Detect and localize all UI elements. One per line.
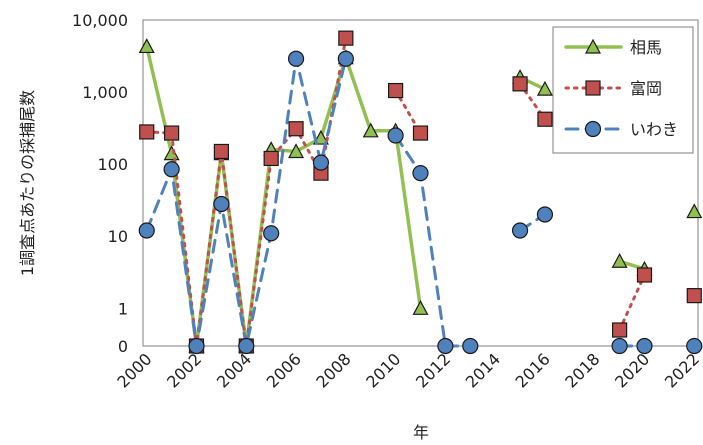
data-point [462, 337, 479, 355]
data-point [511, 222, 529, 239]
series-line [394, 134, 472, 348]
series-line [145, 57, 348, 348]
x-tick-label: 2012 [412, 349, 454, 391]
data-point [387, 127, 404, 144]
x-tick-label: 2016 [512, 349, 554, 391]
data-point [138, 222, 155, 239]
data-point [611, 337, 628, 355]
y-tick-label: 10,000 [72, 11, 128, 30]
x-tick-label: 2020 [611, 349, 653, 391]
x-axis-ticks: 2000 2002 2004 2006 2008 2010 2012 2014 2016 2018… [113, 349, 703, 391]
data-point [213, 195, 230, 213]
y-tick-label: 1 [118, 299, 128, 318]
x-tick-label: 2004 [213, 349, 255, 391]
data-point [512, 76, 528, 92]
data-point [163, 145, 180, 161]
data-point [263, 150, 279, 167]
data-point [263, 225, 280, 242]
plot-area [142, 19, 699, 347]
x-tick-label: 2002 [163, 349, 205, 391]
data-point [686, 203, 703, 219]
data-point [412, 125, 429, 141]
x-tick-label: 2022 [661, 349, 703, 391]
x-tick-label: 2018 [561, 349, 603, 391]
data-point [213, 143, 229, 160]
x-axis-title: 年 [413, 423, 429, 442]
series-line [618, 273, 646, 332]
data-point [288, 121, 304, 137]
data-point [188, 337, 205, 355]
series-line [144, 44, 423, 348]
legend-label: いわき [630, 120, 678, 139]
data-point [636, 267, 653, 283]
data-point [337, 50, 354, 67]
y-tick-label: 10 [108, 227, 128, 246]
data-point [139, 124, 155, 140]
data-point [288, 143, 305, 159]
data-point [312, 154, 330, 171]
data-point [238, 337, 255, 355]
legend-label: 相馬 [630, 38, 662, 57]
data-point [164, 125, 180, 141]
y-tick-label: 0 [118, 337, 128, 356]
data-point [536, 80, 553, 96]
data-point [388, 82, 404, 99]
x-tick-label: 2006 [263, 349, 305, 391]
legend-label: 富岡 [630, 79, 662, 98]
data-point [412, 300, 429, 315]
data-point [412, 165, 429, 182]
data-point [362, 122, 379, 138]
x-tick-label: 2008 [312, 349, 354, 391]
data-point [312, 129, 329, 145]
series-3 [138, 50, 703, 355]
data-point [636, 337, 653, 355]
y-tick-label: 100 [97, 155, 128, 174]
data-point [686, 288, 702, 304]
legend-marker [585, 80, 601, 96]
data-point [287, 50, 305, 67]
x-tick-label: 2010 [362, 349, 404, 391]
data-point [536, 206, 554, 223]
data-point [338, 30, 354, 46]
series-layer [138, 30, 703, 355]
legend-marker [584, 120, 602, 138]
y-axis-ticks: 0 1 10 100 1,000 10,000 [72, 11, 128, 356]
data-point [612, 322, 628, 338]
series-2 [139, 30, 702, 354]
data-point [437, 337, 454, 355]
data-point [138, 38, 155, 54]
x-tick-label: 2014 [462, 349, 504, 391]
data-point [537, 111, 553, 127]
legend-marker [584, 38, 602, 54]
data-point [686, 337, 703, 355]
data-point [163, 161, 180, 178]
y-axis-title: 1調査点あたりの採捕尾数 [18, 90, 37, 276]
data-point [611, 252, 628, 268]
y-tick-label: 1,000 [82, 83, 128, 102]
